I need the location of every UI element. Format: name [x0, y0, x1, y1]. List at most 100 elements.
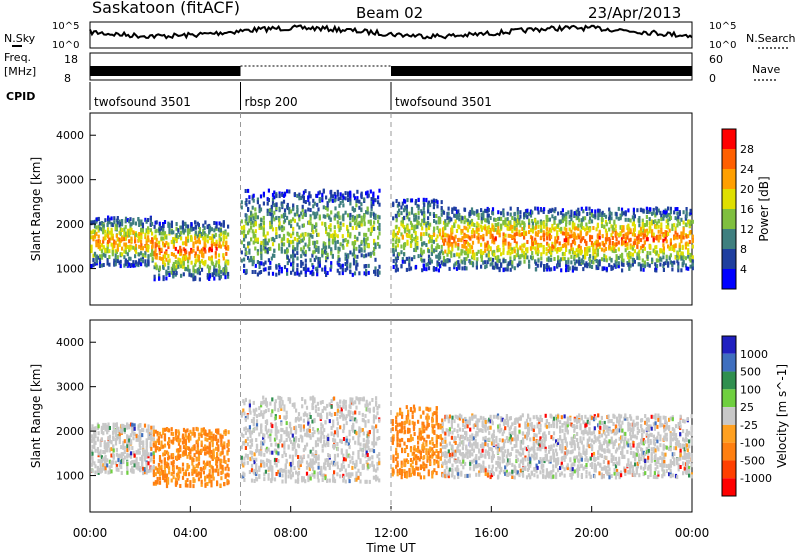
heat-cell	[124, 231, 128, 236]
heat-cell	[416, 242, 419, 246]
heat-cell	[400, 222, 403, 227]
heat-cell	[435, 254, 438, 259]
heat-cell	[592, 260, 595, 265]
heat-cell	[536, 220, 539, 225]
heat-cell	[115, 452, 118, 457]
heat-cell	[138, 235, 141, 240]
heat-cell	[155, 220, 158, 225]
heat-cell	[221, 434, 224, 439]
heat-cell	[603, 248, 606, 253]
heat-cell	[360, 222, 363, 227]
heat-cell	[155, 255, 158, 260]
cpid-segment-label: twofsound 3501	[395, 95, 492, 109]
heat-cell	[674, 230, 677, 235]
heat-cell	[586, 252, 589, 256]
heat-cell	[337, 254, 340, 259]
heat-cell	[673, 236, 676, 241]
heat-cell	[636, 255, 639, 260]
heat-cell	[122, 445, 125, 450]
heat-cell	[267, 247, 270, 251]
heat-cell	[427, 254, 431, 259]
heat-cell	[542, 210, 545, 214]
heat-cell	[296, 205, 299, 209]
heat-cell	[264, 234, 267, 239]
heat-cell	[197, 257, 200, 262]
heat-cell	[158, 224, 161, 229]
heat-cell	[372, 224, 375, 229]
heat-cell	[466, 251, 470, 256]
heat-cell	[395, 264, 398, 269]
heat-cell	[531, 245, 534, 250]
heat-cell	[103, 440, 106, 445]
heat-cell	[660, 225, 663, 230]
heat-cell	[531, 236, 534, 241]
heat-cell	[471, 263, 475, 268]
heat-cell	[115, 425, 118, 430]
cpid-row: CPID twofsound 3501 rbsp 200 twofsound 350…	[6, 82, 492, 110]
heat-cell	[628, 262, 631, 267]
heat-cell	[502, 250, 505, 255]
heat-cell	[337, 197, 340, 202]
heat-cell	[398, 226, 401, 231]
heat-cell	[336, 234, 339, 239]
heat-cell	[278, 439, 281, 444]
heat-cell	[687, 254, 690, 259]
heat-cell	[355, 218, 358, 223]
heat-cell	[665, 214, 668, 219]
heat-cell	[687, 220, 690, 225]
heat-cell	[558, 241, 561, 246]
heat-cell	[563, 213, 566, 218]
heat-cell	[394, 245, 397, 250]
heat-cell	[99, 453, 102, 458]
heat-cell	[639, 245, 643, 250]
heat-cell	[195, 463, 198, 468]
heat-cell	[91, 456, 94, 461]
heat-cell	[580, 237, 583, 242]
cpid-segments: twofsound 3501 rbsp 200 twofsound 3501	[89, 82, 492, 110]
heat-cell	[509, 220, 512, 225]
heat-cell	[194, 230, 197, 235]
heat-cell	[582, 254, 585, 259]
heat-cell	[680, 236, 683, 241]
heat-cell	[141, 462, 144, 467]
heat-cell	[458, 217, 461, 222]
heat-cell	[194, 258, 197, 263]
heat-cell	[493, 252, 496, 257]
heat-cell	[163, 474, 166, 478]
heat-cell	[344, 196, 347, 201]
heat-cell	[187, 231, 190, 236]
heat-cell	[324, 267, 327, 272]
heat-cell	[243, 229, 246, 234]
heat-cell	[377, 225, 380, 230]
heat-cell	[118, 440, 121, 445]
heat-cell	[617, 240, 620, 245]
heat-cell	[600, 221, 604, 226]
heat-cell	[444, 238, 447, 243]
heat-cell	[265, 421, 269, 426]
heat-cell	[107, 215, 110, 220]
heat-cell	[417, 211, 420, 215]
heat-cell	[288, 424, 292, 429]
heat-cell	[392, 247, 395, 252]
heat-cell	[252, 256, 255, 260]
heat-cell	[542, 250, 545, 255]
heat-cell	[307, 244, 310, 249]
heat-cell	[523, 251, 526, 255]
heat-cell	[298, 225, 301, 230]
heat-cell	[213, 271, 216, 276]
heat-cell	[273, 402, 277, 407]
heat-cell	[200, 443, 203, 448]
heat-cell	[689, 229, 692, 234]
heat-cell	[435, 220, 438, 225]
heat-cell	[342, 222, 345, 227]
heat-cell	[691, 266, 694, 271]
heat-cell	[165, 240, 168, 245]
heat-cell	[504, 241, 507, 246]
heat-cell	[423, 241, 426, 246]
heat-cell	[560, 219, 563, 224]
heat-cell	[551, 223, 554, 228]
heat-cell	[180, 251, 183, 256]
heat-cell	[502, 210, 505, 214]
heat-cell	[557, 247, 560, 252]
